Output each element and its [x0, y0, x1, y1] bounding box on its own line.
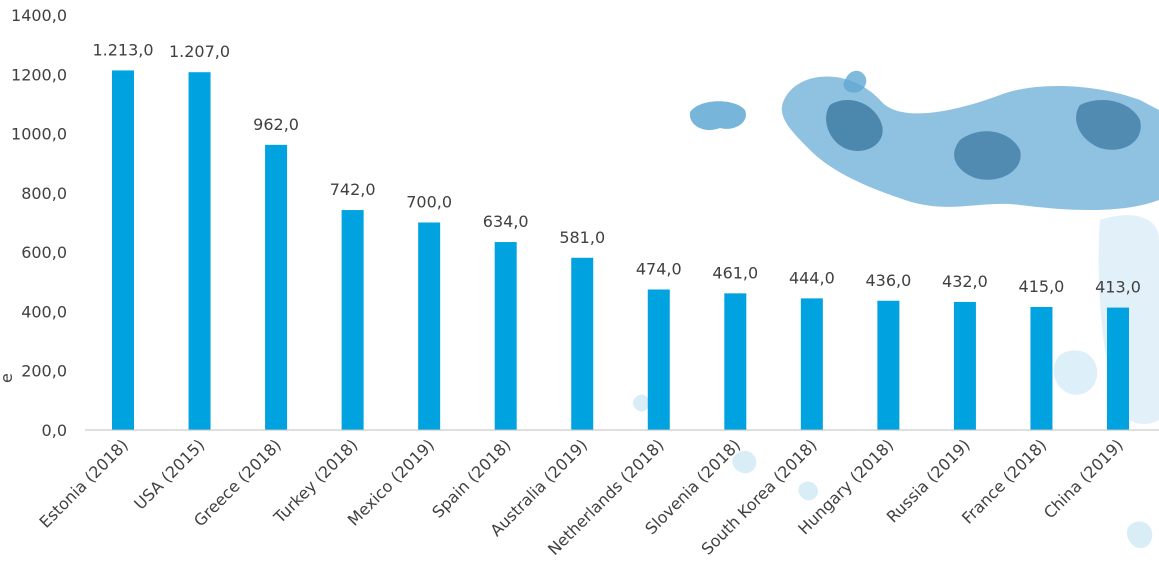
water-splash-shape	[632, 394, 650, 412]
y-tick-label: 0,0	[42, 421, 67, 440]
bar	[188, 72, 211, 430]
category-label: China (2019)	[1040, 435, 1127, 522]
bar	[800, 298, 823, 430]
category-labels-group: Estonia (2018)USA (2015)Greece (2018)Tur…	[36, 435, 1127, 559]
y-tick-label: 200,0	[21, 362, 67, 381]
data-label: 1.207,0	[169, 42, 230, 61]
category-label: Estonia (2018)	[36, 435, 132, 531]
data-label: 474,0	[636, 259, 682, 278]
y-tick-label: 1400,0	[11, 6, 67, 25]
water-splash-shape	[1053, 350, 1098, 395]
category-label: Spain (2018)	[428, 435, 514, 521]
y-tick-label: 600,0	[21, 243, 67, 262]
water-splash-shape	[954, 131, 1021, 180]
bar	[341, 210, 364, 430]
y-tick-label: 800,0	[21, 184, 67, 203]
water-splash-shape	[826, 100, 883, 151]
data-label: 962,0	[253, 115, 299, 134]
bar	[571, 257, 594, 430]
water-splash-shape	[798, 481, 819, 501]
data-label: 413,0	[1095, 278, 1141, 297]
water-splash-shape	[1126, 521, 1153, 549]
bar	[1030, 306, 1053, 430]
category-label: USA (2015)	[130, 435, 208, 513]
data-label: 436,0	[865, 271, 911, 290]
data-label: 1.213,0	[92, 40, 153, 59]
water-splash-shape	[689, 101, 746, 131]
data-label: 461,0	[712, 263, 758, 282]
bar	[953, 301, 976, 430]
bar	[418, 222, 441, 430]
y-tick-label: 1200,0	[11, 65, 67, 84]
water-splash-shape	[843, 70, 867, 93]
bar	[112, 70, 134, 431]
data-label: 742,0	[330, 180, 376, 199]
data-label: 432,0	[942, 272, 988, 291]
data-label: 444,0	[789, 268, 835, 287]
y-axis-label: e	[0, 373, 16, 383]
data-label: 634,0	[483, 212, 529, 231]
data-label: 581,0	[559, 228, 605, 247]
data-labels-group: 1.213,0 1.207,0 962,0 742,0 700,0 634,0 581,0 4…	[92, 40, 1140, 296]
y-tick-label: 1000,0	[11, 125, 67, 144]
bar	[724, 293, 747, 430]
y-tick-label: 400,0	[21, 302, 67, 321]
water-splash-shape	[1076, 100, 1141, 150]
water-splash-shape	[732, 450, 757, 474]
bar	[1107, 307, 1129, 430]
bar	[494, 242, 517, 430]
bars-group	[112, 70, 1129, 431]
y-axis: 0,0 200,0 400,0 600,0 800,0 1000,0 1200,0 1400,…	[11, 6, 67, 440]
data-label: 700,0	[406, 193, 452, 212]
data-label: 415,0	[1019, 277, 1065, 296]
bar	[877, 300, 900, 430]
bar	[647, 289, 670, 430]
bar	[265, 144, 288, 431]
